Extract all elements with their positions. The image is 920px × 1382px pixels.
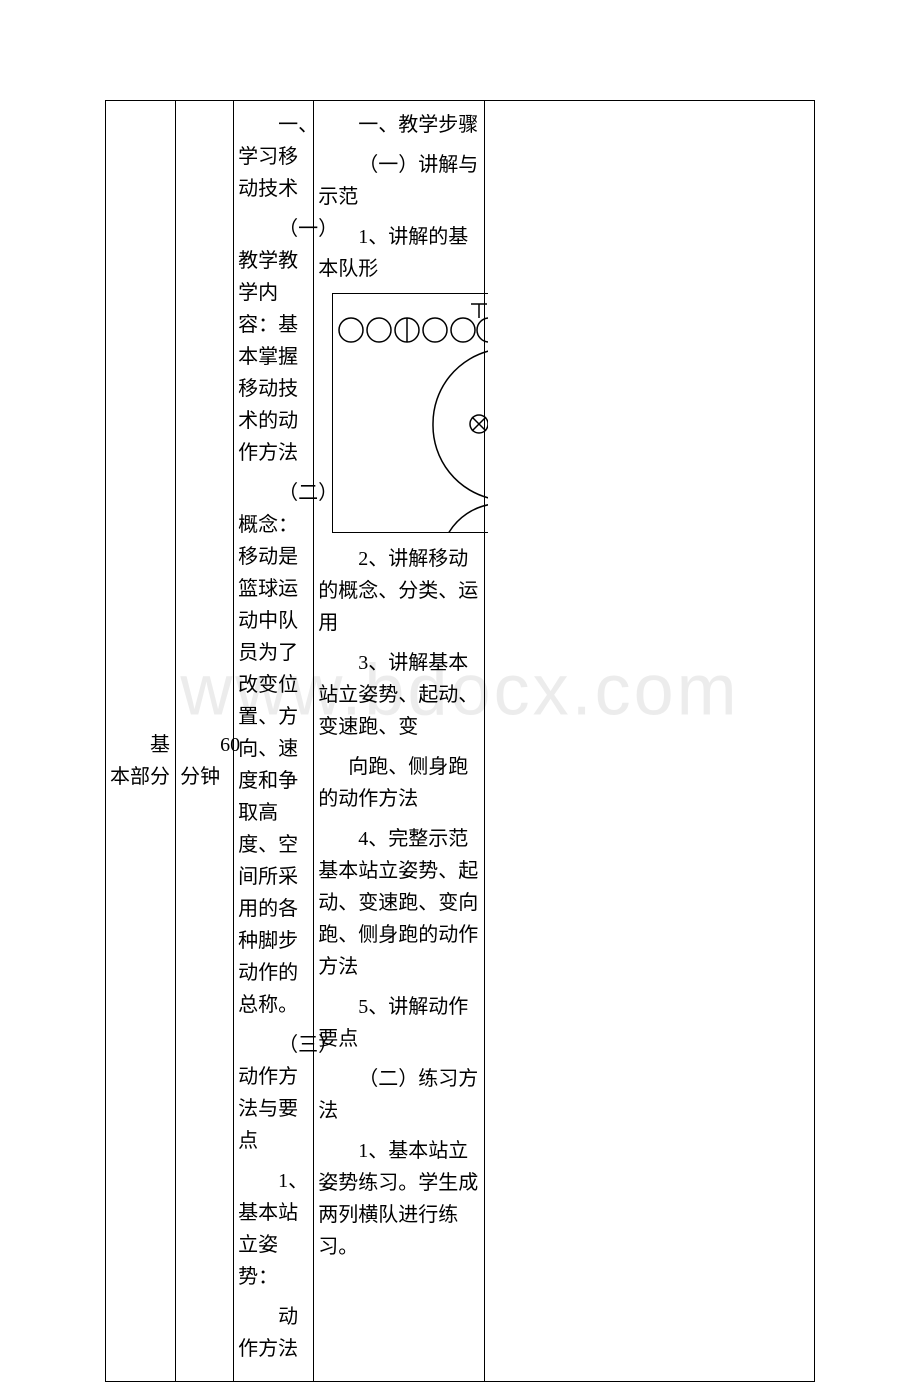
empty-cell bbox=[484, 101, 814, 1382]
teaching-steps-cell: 一、教学步骤 （一）讲解与示范 1、讲解的基本队形 bbox=[314, 101, 484, 1382]
content-p3: （二）概念：移动是篮球运动中队员为了改变位置、方向、速度和争取高度、空间所采用的… bbox=[238, 477, 309, 1021]
steps-p2: （一）讲解与示范 bbox=[318, 149, 479, 213]
section-label-2: 本部分 bbox=[110, 761, 171, 793]
content-p6: 动作方法 bbox=[238, 1301, 309, 1365]
duration-cell: 60 分钟 bbox=[176, 101, 234, 1382]
content-p5: 1、基本站立姿势： bbox=[238, 1165, 309, 1293]
content-p2: （一）教学教学内容：基本掌握移动技术的动作方法 bbox=[238, 213, 309, 469]
steps-p1: 一、教学步骤 bbox=[318, 109, 479, 141]
content-p1: 一、学习移动技术 bbox=[238, 109, 309, 205]
steps-p4: 2、讲解移动的概念、分类、运用 bbox=[318, 543, 479, 639]
formation-diagram bbox=[332, 293, 488, 533]
steps-p6: 向跑、侧身跑的动作方法 bbox=[318, 751, 479, 815]
steps-p7: 4、完整示范基本站立姿势、起动、变速跑、变向跑、侧身跑的动作方法 bbox=[318, 823, 479, 983]
steps-p10: 1、基本站立姿势练习。学生成两列横队进行练习。 bbox=[318, 1135, 479, 1263]
duration-value: 60 bbox=[220, 734, 240, 756]
duration-unit: 分钟 bbox=[180, 761, 229, 793]
teaching-content-cell: 一、学习移动技术 （一）教学教学内容：基本掌握移动技术的动作方法 （二）概念：移… bbox=[234, 101, 314, 1382]
steps-p9: （二）练习方法 bbox=[318, 1063, 479, 1127]
section-label-1: 基 bbox=[150, 734, 170, 756]
lesson-plan-table: 基 本部分 60 分钟 一、学习移动技术 （一）教学教学内容：基本掌握移动技术的… bbox=[105, 100, 815, 1382]
document-table-wrap: 基 本部分 60 分钟 一、学习移动技术 （一）教学教学内容：基本掌握移动技术的… bbox=[0, 0, 920, 1382]
section-label-cell: 基 本部分 bbox=[106, 101, 176, 1382]
steps-p3: 1、讲解的基本队形 bbox=[318, 221, 479, 285]
table-row: 基 本部分 60 分钟 一、学习移动技术 （一）教学教学内容：基本掌握移动技术的… bbox=[106, 101, 815, 1382]
content-p4: （三）动作方法与要点 bbox=[238, 1029, 309, 1157]
steps-p5: 3、讲解基本站立姿势、起动、变速跑、变 bbox=[318, 647, 479, 743]
diagram-svg bbox=[333, 294, 488, 533]
steps-p8: 5、讲解动作要点 bbox=[318, 991, 479, 1055]
